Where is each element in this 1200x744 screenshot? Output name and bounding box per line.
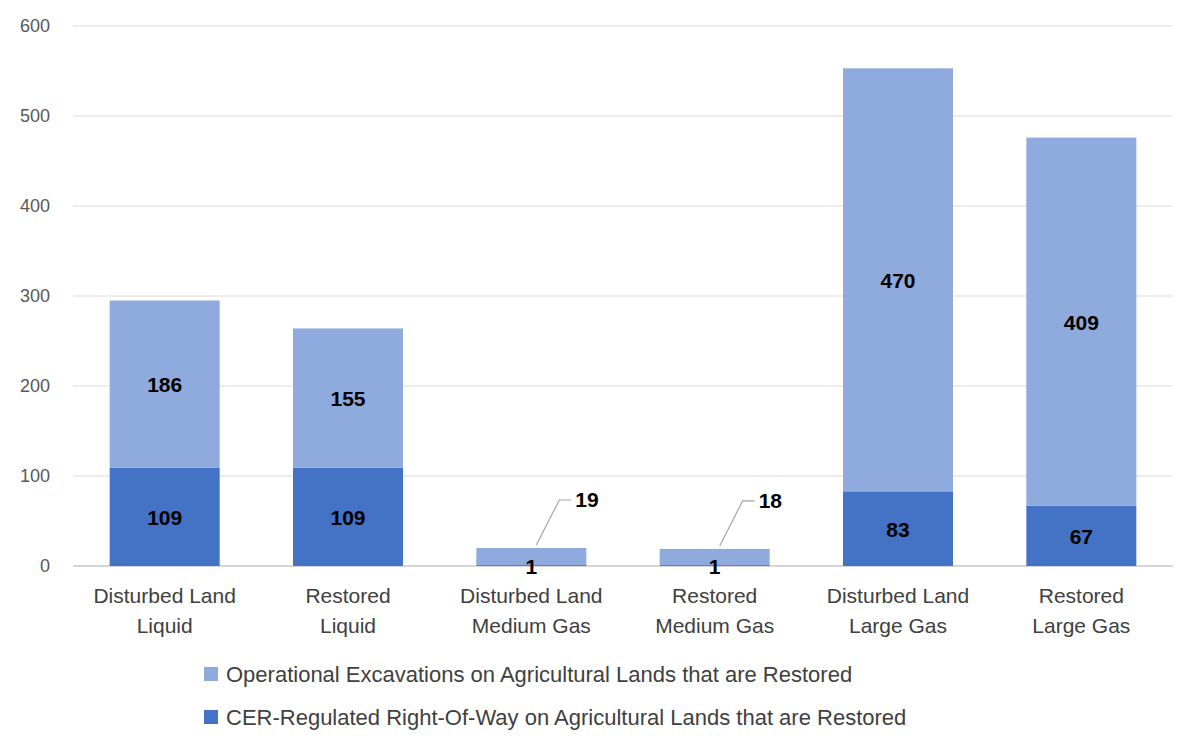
data-label: 18	[759, 489, 783, 512]
y-tick-label: 200	[20, 376, 50, 396]
data-label: 186	[147, 373, 182, 396]
data-label: 67	[1070, 525, 1093, 548]
legend-label: Operational Excavations on Agricultural …	[226, 662, 852, 687]
bar	[1026, 138, 1136, 506]
bar	[110, 301, 220, 468]
data-label: 470	[880, 269, 915, 292]
bar	[293, 328, 403, 468]
legend: Operational Excavations on Agricultural …	[204, 662, 906, 730]
grid-line	[73, 26, 1173, 27]
data-label: 1	[709, 555, 721, 578]
x-tick-label: RestoredMedium Gas	[655, 584, 774, 637]
y-tick-label: 600	[20, 16, 50, 36]
chart: 0100200300400500600109109118367186155191…	[0, 0, 1200, 744]
leader-line	[536, 500, 571, 545]
data-label: 1	[525, 555, 537, 578]
grid-line	[73, 566, 1173, 567]
bar	[843, 491, 953, 566]
data-label: 109	[330, 506, 365, 529]
grid-line	[73, 116, 1173, 117]
x-axis-line	[73, 566, 1173, 567]
grid-line	[73, 206, 1173, 207]
leader-line	[720, 501, 755, 546]
data-label: 155	[330, 387, 365, 410]
grid-line	[73, 386, 1173, 387]
y-tick-label: 0	[40, 556, 50, 576]
y-tick-label: 100	[20, 466, 50, 486]
x-tick-label: Disturbed LandLarge Gas	[827, 584, 969, 637]
grid-line	[73, 296, 1173, 297]
bar	[1026, 506, 1136, 566]
bar	[110, 468, 220, 566]
bars	[110, 68, 1137, 566]
legend-swatch	[204, 667, 218, 681]
y-tick-label: 300	[20, 286, 50, 306]
data-label: 83	[886, 518, 909, 541]
bar	[843, 68, 953, 491]
x-tick-label: RestoredLarge Gas	[1032, 584, 1130, 637]
x-tick-label: RestoredLiquid	[305, 584, 390, 637]
data-label: 19	[575, 488, 598, 511]
grid	[73, 26, 1173, 566]
grid-line	[73, 476, 1173, 477]
data-labels: 109 109 1 1 83 67 186 155 19 18 470 409	[147, 269, 1099, 578]
legend-swatch	[204, 710, 218, 724]
data-label: 409	[1064, 311, 1099, 334]
legend-label: CER-Regulated Right-Of-Way on Agricultur…	[226, 705, 906, 730]
bar	[293, 468, 403, 566]
data-label: 109	[147, 506, 182, 529]
y-tick-label: 500	[20, 106, 50, 126]
x-tick-label: Disturbed LandMedium Gas	[460, 584, 602, 637]
x-tick-label: Disturbed LandLiquid	[93, 584, 235, 637]
y-tick-label: 400	[20, 196, 50, 216]
